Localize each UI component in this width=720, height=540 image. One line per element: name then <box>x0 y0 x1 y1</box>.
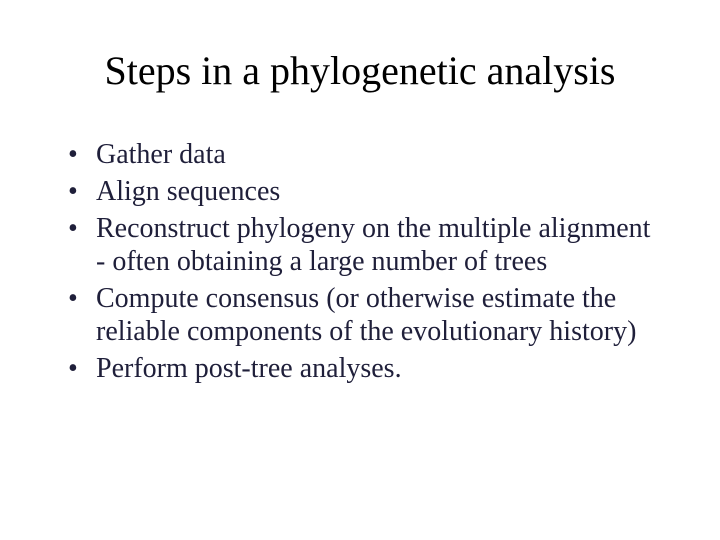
slide-title: Steps in a phylogenetic analysis <box>60 48 660 94</box>
list-item: Perform post-tree analyses. <box>68 352 660 385</box>
bullet-list: Gather data Align sequences Reconstruct … <box>60 138 660 385</box>
slide: Steps in a phylogenetic analysis Gather … <box>0 0 720 540</box>
list-item: Reconstruct phylogeny on the multiple al… <box>68 212 660 278</box>
list-item: Compute consensus (or otherwise estimate… <box>68 282 660 348</box>
list-item: Gather data <box>68 138 660 171</box>
list-item: Align sequences <box>68 175 660 208</box>
